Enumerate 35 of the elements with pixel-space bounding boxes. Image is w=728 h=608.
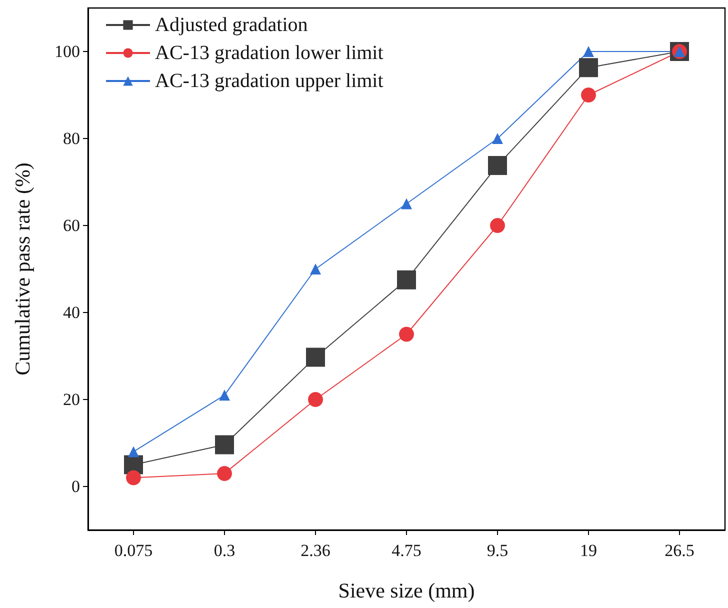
point [581,88,596,102]
legend-label: AC-13 gradation lower limit [155,42,384,64]
y-axis-title: Cumulative pass rate (%) [10,162,34,376]
y-tick-label: 20 [63,390,80,409]
y-tick-label: 80 [63,129,80,148]
point [490,218,505,233]
x-tick-label: 19 [580,541,597,560]
point [308,392,323,407]
x-tick-label: 2.36 [300,541,330,560]
y-tick-label: 100 [54,42,80,61]
point [215,435,234,454]
point [126,470,141,486]
y-tick-label: 60 [63,216,80,235]
point [306,348,325,367]
point [310,264,321,274]
x-tick-label: 0.075 [114,541,153,560]
x-tick-label: 9.5 [486,541,508,560]
point [397,270,416,290]
y-tick-label: 40 [63,303,80,322]
legend-label: AC-13 gradation upper limit [155,70,384,92]
point [399,326,414,342]
y-tick-label: 0 [72,477,80,496]
x-tick-label: 0.3 [214,541,236,560]
x-tick-label: 4.75 [392,541,422,560]
point [583,46,594,57]
point [579,58,598,78]
x-tick-label: 26.5 [664,541,694,560]
point [217,466,232,481]
legend-label: Adjusted gradation [155,14,308,36]
point [128,446,139,458]
point [492,133,503,144]
point [488,156,507,175]
point [401,198,412,210]
point [219,390,230,401]
x-axis-title: Sieve size (mm) [338,578,475,602]
